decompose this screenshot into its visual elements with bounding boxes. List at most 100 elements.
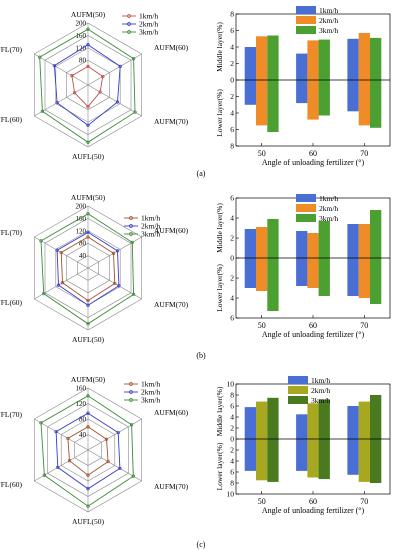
radar-point [67,459,72,463]
legend-label: 3km/h [319,214,338,223]
legend-label: 1km/h [319,6,338,15]
bar-upper [347,38,359,81]
radar-point [86,123,90,127]
x-tick-label: 60 [309,497,317,506]
bar-lower [318,258,330,296]
bar-upper [318,399,330,439]
radar-point [118,466,122,471]
bar-upper [256,227,268,258]
y-tick-label: 8 [230,479,234,488]
radar-axis-label: AUFM(60) [154,226,189,235]
radar-spoke [34,53,89,86]
radar-tick-label: 40 [79,431,87,439]
y-tick-label: 8 [230,142,234,151]
legend-label: 2km/h [319,16,338,25]
legend-swatch [296,16,316,24]
radar-point [86,27,90,31]
radar-series-line [71,65,104,108]
radar-spoke [34,418,89,451]
x-axis-label: Angle of unloading fertilizer (°) [262,506,365,515]
bar-lower [318,439,330,480]
bar-upper [256,401,268,439]
bar-lower [267,258,279,311]
bar-lower [256,80,268,126]
radar-series-line [67,426,109,476]
radar-point [131,474,135,478]
y-tick-label: 2 [230,59,234,68]
x-tick-label: 50 [258,497,266,506]
radar-point [40,109,45,113]
bar-upper [296,53,308,80]
legend-swatch [288,376,308,384]
radar-axis-label: AUFL(60) [0,115,22,124]
y-tick-label: 4 [230,214,234,223]
radar-point [131,57,136,61]
radar-point [86,504,90,508]
bar-upper [370,395,382,439]
radar-point [56,283,61,287]
bar-upper [244,229,256,258]
radar-point [98,90,102,94]
y-tick-label: 2 [230,274,234,283]
bar-lower [244,439,256,471]
bar-lower [347,80,359,112]
x-tick-label: 50 [258,149,266,158]
radar-point [86,298,90,303]
legend-label: 1km/h [141,380,160,389]
radar-point [86,411,90,415]
radar-tick-label: 40 [79,252,87,260]
bar-upper [267,35,279,80]
radar-point [60,281,65,285]
radar-series-line [39,28,136,143]
radar-point [86,105,90,109]
y-tick-label: 4 [230,109,234,118]
bar-upper [318,221,330,258]
y-tick-label: 4 [230,457,234,466]
radar-point [86,235,90,239]
radar-point [86,230,90,234]
radar-axis-label: AUFL(60) [0,298,22,307]
radar-point [59,250,63,255]
bar-lower [318,80,330,116]
legend-marker [129,382,133,386]
bar-upper [296,414,308,440]
radar-axis-label: AUFL(50) [72,517,105,526]
y-tick-label: 8 [230,10,234,19]
legend-label: 2km/h [141,388,160,397]
bar-lower [307,80,319,120]
bar-lower [267,439,279,482]
radar-point [129,423,134,427]
bar-upper [296,231,308,258]
y-tick-label: 2 [230,234,234,243]
y-axis-label-bottom: Lower layer(%) [215,264,224,312]
radar-point [86,473,90,477]
x-tick-label: 70 [360,497,368,506]
radar-point [86,303,90,307]
legend-label: 2km/h [139,20,158,29]
radar-series-line [40,395,134,507]
radar-axis-label: AUFM(50) [71,10,106,19]
bar-lower [296,80,308,104]
radar-point [54,429,58,434]
y-tick-label: 4 [230,413,234,422]
radar-series-line [55,412,121,490]
radar-axis-label: AUFM(70) [154,300,189,309]
y-tick-label: 10 [227,490,235,499]
bar-lower [370,80,382,128]
y-tick-label: 0 [230,435,234,444]
legend-swatch [288,396,308,404]
y-tick-label: 2 [230,446,234,455]
x-axis-label: Angle of unloading fertilizer (°) [262,158,365,167]
radar-point [86,64,90,69]
legend-marker [127,22,131,26]
radar-point [101,74,105,79]
bar-lower [244,258,256,288]
legend-marker [127,30,131,34]
radar-tick-label: 160 [76,385,87,393]
radar-tick-label: 80 [79,416,87,424]
radar-axis-label: AUFL(60) [0,480,22,489]
radar-axis-label: AUFM(60) [154,43,189,52]
